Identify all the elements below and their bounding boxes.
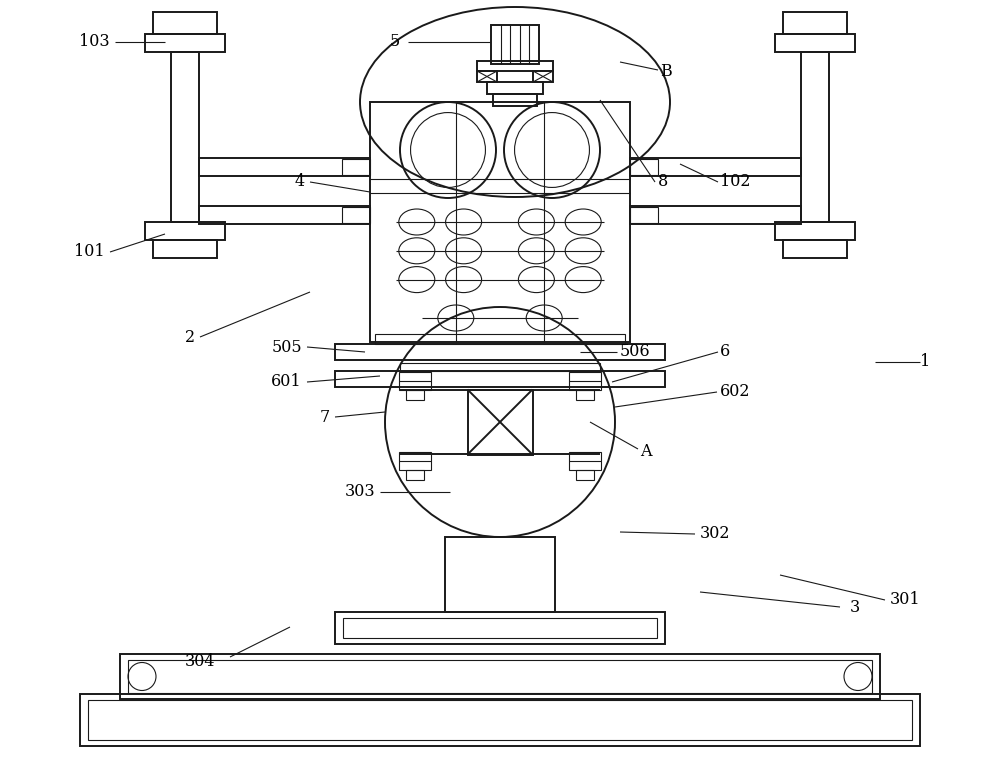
Bar [630, 158, 801, 176]
Bar [468, 389, 532, 454]
Bar [128, 660, 872, 693]
Bar [120, 654, 880, 699]
Text: 6: 6 [720, 343, 730, 361]
Bar [576, 390, 594, 400]
Bar [630, 206, 801, 224]
Bar [171, 52, 199, 222]
Bar [145, 34, 225, 52]
Bar [335, 612, 665, 644]
Text: 2: 2 [185, 328, 195, 346]
Bar [487, 82, 543, 94]
Text: 1: 1 [920, 353, 930, 371]
Bar [445, 537, 555, 612]
Bar [342, 206, 370, 223]
Bar [370, 102, 630, 342]
Text: 8: 8 [658, 174, 668, 191]
Bar [406, 390, 424, 400]
Text: 101: 101 [74, 243, 105, 260]
Text: 7: 7 [320, 408, 330, 425]
Bar [775, 34, 855, 52]
Bar [343, 618, 657, 638]
Bar [477, 61, 553, 71]
Text: B: B [660, 63, 672, 81]
Text: 3: 3 [850, 598, 860, 615]
Bar [153, 12, 217, 34]
Bar [400, 363, 600, 371]
Bar [569, 372, 601, 390]
Bar [477, 71, 497, 82]
Bar [80, 694, 920, 746]
Text: 601: 601 [271, 374, 302, 390]
Bar [630, 206, 658, 223]
Bar [199, 158, 370, 176]
Bar [153, 240, 217, 258]
Text: 302: 302 [700, 526, 730, 543]
Bar [199, 206, 370, 224]
Bar [533, 71, 553, 82]
Text: 103: 103 [79, 34, 110, 51]
Bar [491, 25, 539, 64]
Bar [335, 371, 665, 387]
Text: 602: 602 [720, 383, 750, 400]
Bar [342, 159, 370, 175]
Bar [406, 470, 424, 480]
Text: 303: 303 [344, 483, 375, 500]
Bar [783, 240, 847, 258]
Text: 505: 505 [271, 339, 302, 356]
Bar [775, 222, 855, 240]
Bar [145, 222, 225, 240]
Bar [801, 52, 829, 222]
Text: 301: 301 [890, 591, 921, 608]
Bar [399, 452, 431, 470]
Bar [630, 159, 658, 175]
Bar [88, 700, 912, 740]
Bar [783, 12, 847, 34]
Text: A: A [640, 443, 652, 461]
Text: 4: 4 [295, 174, 305, 191]
Text: 506: 506 [620, 343, 651, 361]
Bar [375, 334, 625, 344]
Text: 304: 304 [185, 654, 216, 670]
Text: 102: 102 [720, 174, 750, 191]
Bar [399, 372, 431, 390]
Bar [335, 344, 665, 360]
Text: 5: 5 [390, 34, 400, 51]
Bar [569, 452, 601, 470]
Bar [493, 94, 537, 106]
Bar [576, 470, 594, 480]
